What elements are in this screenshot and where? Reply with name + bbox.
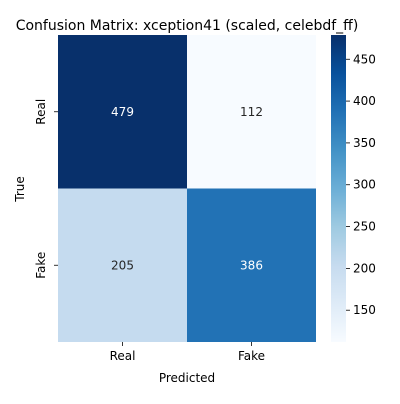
heatmap-cell [187, 188, 316, 342]
colorbar-tick-label: 200 [353, 261, 376, 275]
colorbar: 150 200 250 300 350 400 450 [331, 35, 376, 342]
heatmap-cell [187, 35, 316, 189]
x-axis-label: Predicted [159, 371, 215, 385]
y-tick-label: Fake [34, 252, 48, 279]
cell-value-label: 112 [240, 105, 263, 119]
heatmap-cells: 479 112 205 386 [58, 35, 316, 342]
colorbar-tick-label: 150 [353, 303, 376, 317]
y-axis-label: True [13, 176, 27, 203]
x-tick-label: Fake [238, 349, 265, 363]
colorbar-tick-label: 250 [353, 220, 376, 234]
y-tick-label: Real [34, 99, 48, 125]
colorbar-gradient [331, 35, 346, 342]
chart-title: Confusion Matrix: xception41 (scaled, ce… [16, 18, 359, 34]
colorbar-tick-label: 350 [353, 136, 376, 150]
colorbar-tick-label: 450 [353, 52, 376, 66]
colorbar-tick-label: 300 [353, 178, 376, 192]
cell-value-label: 479 [111, 105, 134, 119]
axis-ticks: Real Fake Real Fake [34, 99, 265, 363]
heatmap-cell [58, 35, 187, 189]
heatmap-cell [58, 188, 187, 342]
cell-value-label: 205 [111, 258, 134, 272]
cell-value-label: 386 [240, 258, 263, 272]
colorbar-tick-label: 400 [353, 94, 376, 108]
x-tick-label: Real [110, 349, 136, 363]
